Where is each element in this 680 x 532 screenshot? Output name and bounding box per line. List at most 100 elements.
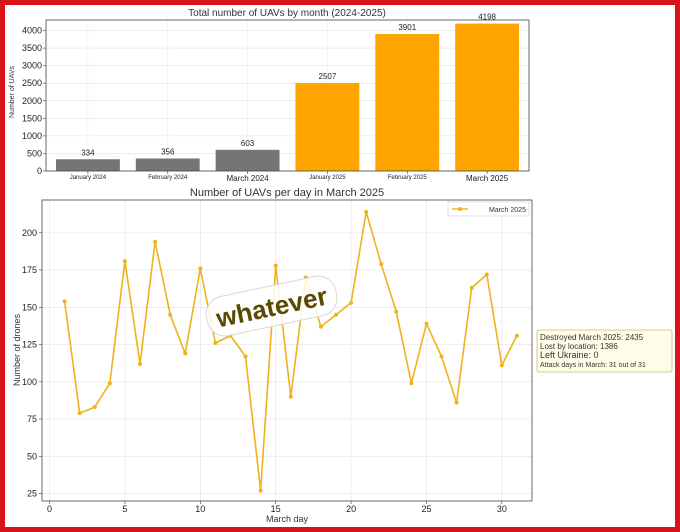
bar-chart-y-tick-label: 500	[27, 148, 42, 158]
line-chart-x-tick-label: 0	[47, 504, 52, 514]
line-point	[288, 394, 293, 399]
info-box-attack-days: Attack days in March: 31 out of 31	[540, 362, 646, 369]
bar-chart-y-axis-label: Number of UAVs	[9, 66, 16, 118]
bar	[375, 34, 440, 171]
line-chart-legend: March 2025	[447, 201, 530, 217]
line-chart-y-tick-label: 100	[22, 377, 37, 387]
bar	[55, 159, 120, 171]
legend-swatch-marker	[458, 207, 462, 211]
legend-label: March 2025	[489, 207, 526, 214]
line-chart-y-tick-label: 125	[22, 340, 37, 350]
legend-box	[447, 201, 530, 217]
bar-chart-x-tick-label: January 2025	[309, 175, 346, 181]
line-chart-title: Number of UAVs per day in March 2025	[190, 187, 384, 199]
line-point	[499, 363, 504, 368]
line-point	[62, 299, 67, 304]
line-point	[183, 351, 188, 356]
info-box-lost-by-location: Lost by location: 1386	[540, 342, 618, 351]
line-chart-x-tick-label: 25	[421, 504, 431, 514]
line-point	[273, 263, 278, 268]
watermark-backdrop	[205, 275, 338, 337]
line-point	[318, 324, 323, 329]
info-box-destroyed: Destroyed March 2025: 2435	[540, 333, 644, 342]
bar-chart-x-ticks: January 2024 February 2024 March 2024 Janua…	[70, 171, 509, 183]
bar-chart-y-tick-label: 3000	[22, 61, 42, 71]
info-box-frame	[536, 329, 673, 373]
bar	[215, 149, 280, 171]
line-point	[213, 341, 218, 346]
line-chart-x-axis-label: March day	[266, 514, 309, 524]
bar-data-label: 3901	[398, 23, 416, 32]
line-chart-x-tick-label: 5	[122, 504, 127, 514]
line-chart-y-tick-label: 150	[22, 302, 37, 312]
bar-chart-y-tick-label: 1500	[22, 113, 42, 123]
bar-chart-x-tick-label: February 2025	[388, 175, 428, 181]
line-point	[122, 259, 127, 264]
line-point	[168, 312, 173, 317]
bar	[135, 158, 200, 171]
bar	[295, 82, 360, 171]
bar-data-label: 334	[81, 148, 95, 157]
bar-data-label: 4198	[478, 13, 496, 22]
line-point	[92, 405, 97, 410]
line-point	[77, 411, 82, 416]
line-point	[454, 400, 459, 405]
line-point	[153, 239, 158, 244]
line-point	[138, 361, 142, 366]
line-chart-y-tick-label: 175	[22, 265, 37, 275]
line-chart-plot-frame	[41, 199, 533, 502]
bar-chart-y-tick-label: 2500	[22, 78, 42, 88]
line-chart-x-ticks: 0 5 10 15 20 25 30	[47, 501, 507, 514]
line-point	[198, 266, 203, 271]
bar-chart-x-tick-label: March 2024	[226, 174, 269, 183]
bar-data-label: 2507	[319, 72, 337, 81]
line-point	[258, 488, 263, 493]
line-chart: Number of UAVs per day in March 2025 Mar…	[12, 187, 533, 524]
line-chart-y-tick-label: 25	[27, 489, 37, 499]
line-point	[409, 381, 414, 386]
bar-chart-title: Total number of UAVs by month (2024-2025…	[188, 8, 386, 19]
bar-chart-y-tick-label: 0	[37, 166, 42, 176]
bar-data-label: 356	[161, 147, 175, 156]
bar-chart-x-tick-label: February 2024	[148, 175, 188, 181]
info-box: Destroyed March 2025: 2435 Lost by locat…	[536, 329, 673, 373]
line-point	[424, 321, 429, 326]
line-point	[243, 354, 248, 359]
line-chart-x-tick-label: 15	[271, 504, 281, 514]
bar-chart-x-tick-label: March 2025	[466, 174, 509, 183]
line-chart-series	[62, 209, 519, 493]
bar-chart-y-tick-label: 4000	[22, 26, 42, 36]
line-point	[364, 209, 369, 214]
line-point	[439, 354, 444, 359]
line-point	[514, 333, 519, 338]
line-point	[469, 285, 474, 290]
line-point	[394, 309, 399, 314]
line-chart-y-tick-label: 50	[27, 451, 37, 461]
bar-chart-plot-frame	[45, 19, 530, 172]
bar	[455, 23, 520, 171]
bar-data-label: 603	[241, 139, 255, 148]
line-point	[484, 272, 489, 277]
line-chart-x-tick-label: 10	[195, 504, 205, 514]
line-series-march-2025	[63, 211, 518, 492]
bar-chart-y-tick-label: 1000	[22, 131, 42, 141]
line-point	[349, 300, 354, 305]
line-point	[107, 381, 112, 386]
bar-chart-y-tick-label: 3500	[22, 43, 42, 53]
line-point	[379, 262, 384, 267]
line-chart-grid	[42, 200, 532, 501]
line-chart-y-tick-label: 75	[27, 414, 37, 424]
line-chart-y-ticks: 25 50 75 100 125 150 175 200	[22, 228, 42, 499]
line-chart-x-tick-label: 20	[346, 504, 356, 514]
bar-chart-x-tick-label: January 2024	[70, 175, 107, 181]
bar-chart-data-labels: 334 356 603 2507 3901 4198	[81, 13, 496, 158]
bar-chart-y-tick-label: 2000	[22, 96, 42, 106]
line-chart-y-axis-label: Number of drones	[12, 313, 22, 386]
line-point	[334, 312, 338, 317]
bar-chart-bars	[55, 23, 520, 171]
info-box-left-ukraine: Left Ukraine: 0	[540, 350, 599, 360]
bar-chart: Total number of UAVs by month (2024-2025…	[9, 8, 530, 183]
line-chart-y-tick-label: 200	[22, 228, 37, 238]
line-chart-x-tick-label: 30	[497, 504, 507, 514]
